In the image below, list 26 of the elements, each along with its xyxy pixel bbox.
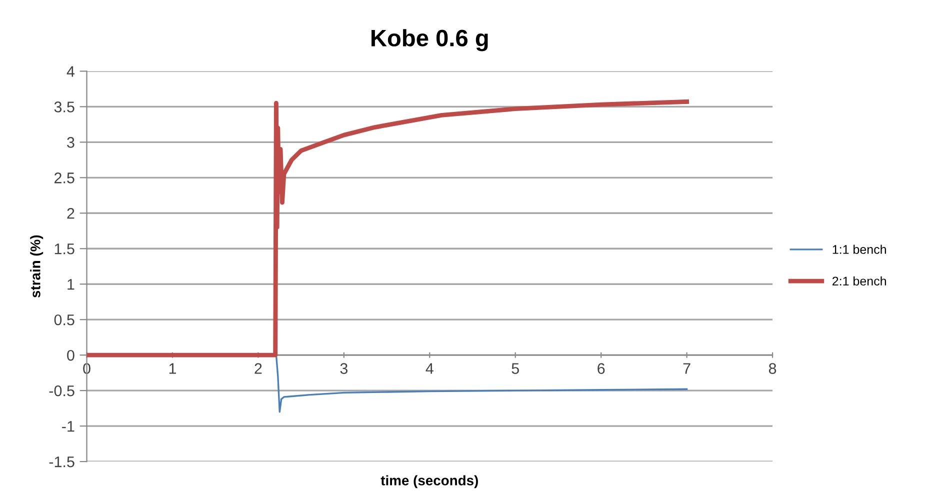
x-tick-label: 2 (254, 363, 262, 374)
y-tick-label: 0 (67, 350, 74, 361)
y-tick-label: 2 (67, 208, 74, 219)
y-tick-label: -0.5 (49, 385, 74, 396)
y-tick-label: 3.5 (54, 102, 74, 112)
x-tick-label: 6 (598, 363, 605, 374)
x-tick-label: 5 (512, 363, 519, 374)
x-tick-label: 4 (426, 363, 434, 374)
y-tick-label: 0.5 (54, 314, 74, 326)
y-tick-label: 4 (66, 66, 75, 77)
line-series (86, 99, 690, 358)
legend-label: 2:1 bench (832, 276, 886, 286)
chart-title: Kobe 0.6 g (372, 29, 488, 52)
y-axis-title: strain (%) (30, 235, 44, 298)
y-tick-label: 1 (68, 279, 74, 290)
y-tick-label: 1.5 (54, 244, 74, 254)
y-tick-label: 3 (67, 137, 74, 148)
y-tick-label: -1 (62, 421, 74, 432)
y-tick-label: 2.5 (54, 172, 74, 184)
y-tick-label: -1.5 (49, 456, 74, 468)
x-tick-label: 8 (768, 363, 776, 374)
x-tick-label: 1 (169, 363, 176, 374)
x-tick-label: 7 (683, 363, 690, 374)
legend-label: 1:1 bench (832, 244, 886, 254)
x-tick-label: 3 (340, 363, 348, 374)
x-axis-title: time (seconds) (380, 475, 478, 488)
